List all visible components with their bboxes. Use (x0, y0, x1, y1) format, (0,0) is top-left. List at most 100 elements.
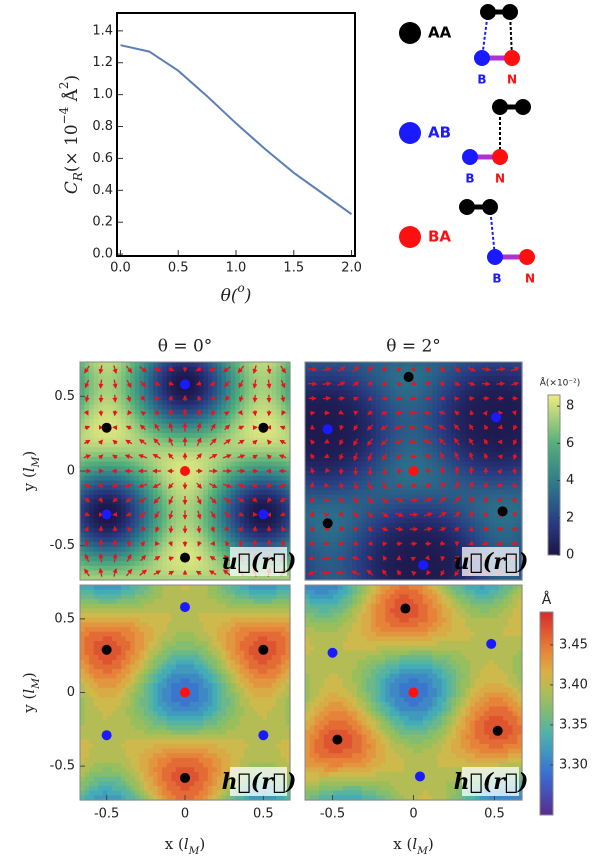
heat-cell (93, 795, 99, 801)
heat-cell (185, 366, 191, 373)
heat-cell (517, 418, 523, 425)
heat-cell (404, 385, 410, 392)
heat-cell (89, 585, 95, 591)
heat-cell (248, 376, 255, 382)
heat-cell (203, 485, 209, 491)
heat-cell (162, 461, 168, 467)
heat-cell (125, 508, 131, 515)
heat-cell (203, 480, 209, 486)
heat-cell (175, 466, 182, 472)
heat-cell (432, 485, 438, 491)
heat-cell (446, 494, 452, 501)
displacement-arrow (210, 396, 216, 402)
heat-cell (121, 480, 127, 486)
heat-cell (474, 452, 481, 458)
heat-cell (198, 504, 204, 510)
heat-cell (185, 456, 191, 463)
heat-cell (185, 494, 191, 501)
heat-cell (248, 532, 255, 538)
heat-cell (474, 437, 481, 444)
heat-cell (262, 399, 268, 406)
heat-cell (121, 527, 127, 534)
heat-cell (276, 485, 282, 491)
heat-cell (503, 523, 509, 529)
heat-cell (171, 433, 177, 439)
heat-cell (285, 523, 291, 529)
heat-cell (221, 418, 227, 425)
heat-cell (162, 390, 168, 396)
heat-cell (474, 575, 481, 581)
heat-cell (93, 527, 99, 534)
heat-cell (253, 376, 259, 382)
heat-cell (488, 466, 495, 472)
displacement-arrow (252, 454, 258, 460)
heat-cell (107, 523, 113, 529)
heat-cell (455, 546, 462, 553)
heat-cell (107, 518, 113, 524)
heat-cell (347, 371, 353, 377)
heat-cell (375, 546, 382, 553)
heat-cell (93, 711, 99, 717)
heat-cell (89, 776, 95, 782)
heat-cell (157, 485, 163, 491)
heat-cell (166, 504, 172, 510)
heat-cell (285, 532, 291, 538)
heat-cell (276, 518, 282, 524)
heat-cell (189, 404, 195, 410)
heat-cell (517, 494, 523, 501)
heat-cell (93, 664, 99, 670)
heat-cell (130, 551, 136, 557)
heat-cell (89, 433, 95, 439)
heat-cell (422, 499, 429, 505)
heat-cell (394, 489, 400, 496)
heat-cell (271, 575, 277, 581)
heat-cell (226, 494, 232, 501)
heat-cell (446, 362, 452, 368)
heat-cell (451, 395, 457, 401)
heat-cell (276, 390, 282, 396)
heat-cell (305, 546, 311, 553)
heat-cell (338, 371, 344, 377)
heat-cell (375, 494, 382, 501)
heat-cell (244, 418, 250, 425)
heat-cell (385, 532, 391, 538)
heat-cell (380, 428, 386, 434)
displacement-arrow (83, 497, 91, 503)
heat-cell (84, 546, 90, 553)
heat-cell (148, 532, 154, 538)
heat-cell (437, 537, 443, 543)
heat-cell (314, 537, 320, 543)
heat-cell (314, 575, 320, 581)
heat-cell (98, 585, 104, 591)
heat-cell (107, 561, 113, 567)
heat-cell (437, 362, 443, 368)
heat-cell (212, 362, 218, 368)
heat-cell (80, 729, 86, 736)
heat-cell (394, 575, 400, 581)
heat-cell (347, 489, 353, 496)
heat-cell (189, 437, 195, 444)
heat-cell (427, 362, 433, 368)
heat-cell (451, 575, 457, 581)
displacement-arrow (84, 539, 90, 547)
heat-cell (460, 523, 466, 529)
stacking-point (403, 371, 414, 382)
heat-cell (102, 485, 108, 491)
heat-cell (418, 523, 424, 529)
displacement-arrow (154, 423, 160, 431)
heat-cell (93, 437, 99, 444)
heat-cell (512, 489, 518, 496)
heat-cell (194, 418, 200, 425)
heat-cell (93, 523, 99, 529)
heat-cell (371, 456, 377, 463)
heat-cell (404, 518, 410, 524)
heat-cell (479, 362, 485, 368)
heat-cell (98, 428, 104, 434)
heat-cell (285, 399, 291, 406)
heat-cell (399, 556, 405, 562)
heat-cell (305, 499, 311, 505)
heat-cell (305, 376, 311, 382)
heat-cell (333, 428, 339, 434)
heat-cell (189, 471, 195, 477)
heat-cell (102, 447, 108, 453)
